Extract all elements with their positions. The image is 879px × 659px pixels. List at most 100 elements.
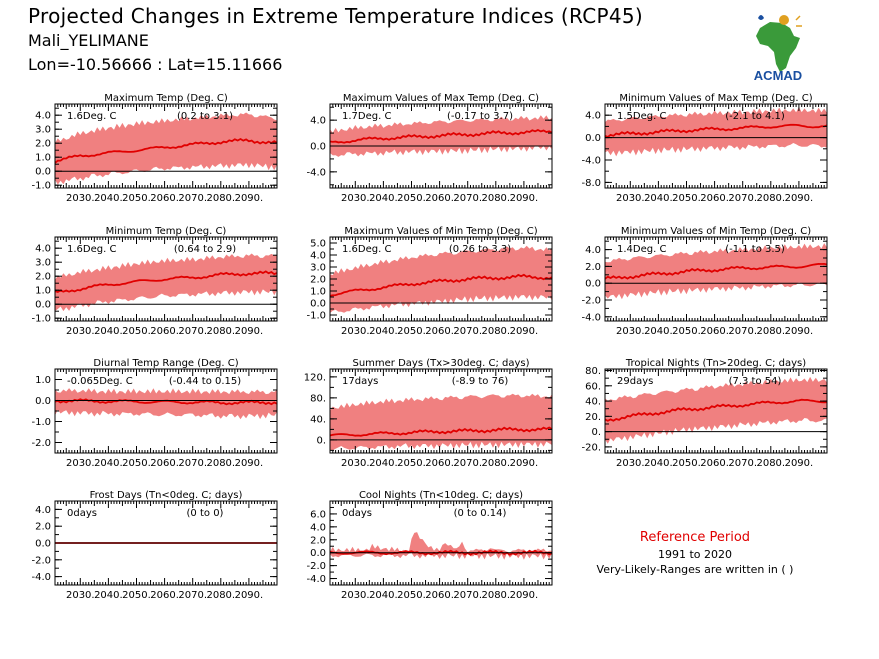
x-tick-label: 2050. <box>397 590 426 601</box>
x-tick-label: 2070. <box>728 193 757 204</box>
mean-change-label: 0days <box>67 508 97 519</box>
x-tick-label: 2070. <box>178 458 207 469</box>
x-tick-label: 2090. <box>235 326 264 337</box>
y-tick-label: 0.0 <box>585 133 601 144</box>
x-tick-label: 2030. <box>341 458 370 469</box>
x-tick-label: 2050. <box>672 326 701 337</box>
y-tick-label: 2.0 <box>35 139 51 150</box>
x-tick-label: 2040. <box>644 193 673 204</box>
x-tick-label: 2040. <box>644 458 673 469</box>
x-tick-label: 2050. <box>397 326 426 337</box>
y-tick-label: -2.0 <box>31 555 51 566</box>
x-tick-label: 2050. <box>122 326 151 337</box>
very-likely-range-band <box>55 112 277 185</box>
y-tick-label: 0.0 <box>310 142 326 153</box>
y-tick-label: -2.0 <box>31 438 51 449</box>
africa-map-icon <box>756 15 802 72</box>
chart-title: Maximum Temp (Deg. C) <box>104 93 228 104</box>
x-tick-label: 2040. <box>94 193 123 204</box>
coordinates: Lon=-10.56666 : Lat=15.11666 <box>28 55 283 74</box>
y-tick-label: -4.0 <box>581 312 601 323</box>
very-likely-range-band <box>330 393 552 451</box>
x-tick-label: 2070. <box>728 326 757 337</box>
range-label: (0 to 0.14) <box>454 508 507 519</box>
x-tick-label: 2060. <box>425 326 454 337</box>
logo-text: ACMAD <box>754 68 802 83</box>
y-tick-label: 4.0 <box>35 244 51 255</box>
y-tick-label: 0.0 <box>35 539 51 550</box>
x-tick-label: 2050. <box>397 193 426 204</box>
x-tick-label: 2080. <box>481 458 510 469</box>
y-tick-label: -4.0 <box>306 574 326 585</box>
y-tick-label: 0. <box>591 427 601 438</box>
y-tick-label: -1.0 <box>31 417 51 428</box>
very-likely-range-band <box>330 532 552 560</box>
x-tick-label: 2090. <box>785 193 814 204</box>
ensemble-mean-line <box>329 426 553 437</box>
x-tick-label: 2070. <box>178 326 207 337</box>
y-tick-label: 5.0 <box>310 239 326 250</box>
plot-frame <box>54 103 278 189</box>
plot-frame <box>604 103 828 189</box>
chart-panel-5: 5.04.03.02.01.00.0-1.0 2030. 2040. 2050. 206… <box>306 226 553 337</box>
x-tick-label: 2030. <box>66 458 95 469</box>
y-tick-label: 2.0 <box>35 272 51 283</box>
x-tick-label: 2060. <box>425 590 454 601</box>
x-tick-label: 2080. <box>756 458 785 469</box>
plot-frame <box>329 500 553 586</box>
very-likely-range-band <box>55 388 277 420</box>
mean-change-label: 1.6Deg. C <box>342 244 391 255</box>
x-tick-label: 2090. <box>235 458 264 469</box>
y-tick-label: 3.0 <box>35 125 51 136</box>
x-tick-label: 2040. <box>644 326 673 337</box>
x-tick-label: 2070. <box>178 590 207 601</box>
chart-title: Minimum Values of Max Temp (Deg. C) <box>619 93 812 104</box>
y-tick-label: -1.0 <box>306 311 326 322</box>
y-tick-label: -1.0 <box>31 314 51 325</box>
very-likely-range-band <box>605 107 827 157</box>
x-tick-label: 2030. <box>66 193 95 204</box>
y-tick-label: 4.0 <box>585 245 601 256</box>
x-tick-label: 2030. <box>616 326 645 337</box>
x-tick-label: 2030. <box>66 590 95 601</box>
plot-frame <box>604 368 828 454</box>
mean-change-label: 1.6Deg. C <box>67 111 116 122</box>
y-tick-label: 3.0 <box>35 258 51 269</box>
x-tick-label: 2090. <box>510 193 539 204</box>
x-tick-label: 2050. <box>672 458 701 469</box>
range-label: (-8.9 to 76) <box>452 376 509 387</box>
x-tick-label: 2060. <box>150 590 179 601</box>
chart-title: Minimum Temp (Deg. C) <box>106 226 227 237</box>
range-label: (7.3 to 54) <box>729 376 782 387</box>
y-tick-label: -20. <box>581 442 601 453</box>
reference-period-title: Reference Period <box>639 530 751 545</box>
chart-panel-6: 4.0 2.0 0.0 -2.0 -4.0 2030. 2040. 2050. 2060. 207… <box>581 226 828 337</box>
x-tick-label: 2060. <box>150 326 179 337</box>
mean-change-label: 17days <box>342 376 378 387</box>
x-tick-label: 2090. <box>510 458 539 469</box>
plot-frame <box>54 236 278 322</box>
x-tick-label: 2070. <box>453 193 482 204</box>
mean-change-label: 1.5Deg. C <box>617 111 666 122</box>
chart-panel-11: 6.0 4.0 2.0 0.0 -2.0 -4.0 2030. 2040. 2050. 2060.… <box>306 490 553 601</box>
chart-title: Maximum Values of Max Temp (Deg. C) <box>343 93 539 104</box>
x-tick-label: 2040. <box>369 326 398 337</box>
chart-title: Frost Days (Tn<0deg. C; days) <box>90 490 243 501</box>
y-tick-label: 0.0 <box>35 396 51 407</box>
x-tick-label: 2060. <box>700 458 729 469</box>
y-tick-label: 20. <box>585 412 601 423</box>
acmad-logo: ACMAD <box>754 15 802 83</box>
x-tick-label: 2030. <box>616 458 645 469</box>
x-tick-label: 2070. <box>453 590 482 601</box>
x-tick-label: 2080. <box>756 193 785 204</box>
x-tick-label: 2050. <box>122 193 151 204</box>
range-label: (-0.17 to 3.7) <box>447 111 513 122</box>
mean-change-label: 1.4Deg. C <box>617 244 666 255</box>
x-tick-label: 2050. <box>122 458 151 469</box>
page-title: Projected Changes in Extreme Temperature… <box>28 4 644 28</box>
y-tick-label: 0.0 <box>310 299 326 310</box>
y-tick-label: -4.0 <box>31 572 51 583</box>
y-tick-label: 4.0 <box>585 111 601 122</box>
